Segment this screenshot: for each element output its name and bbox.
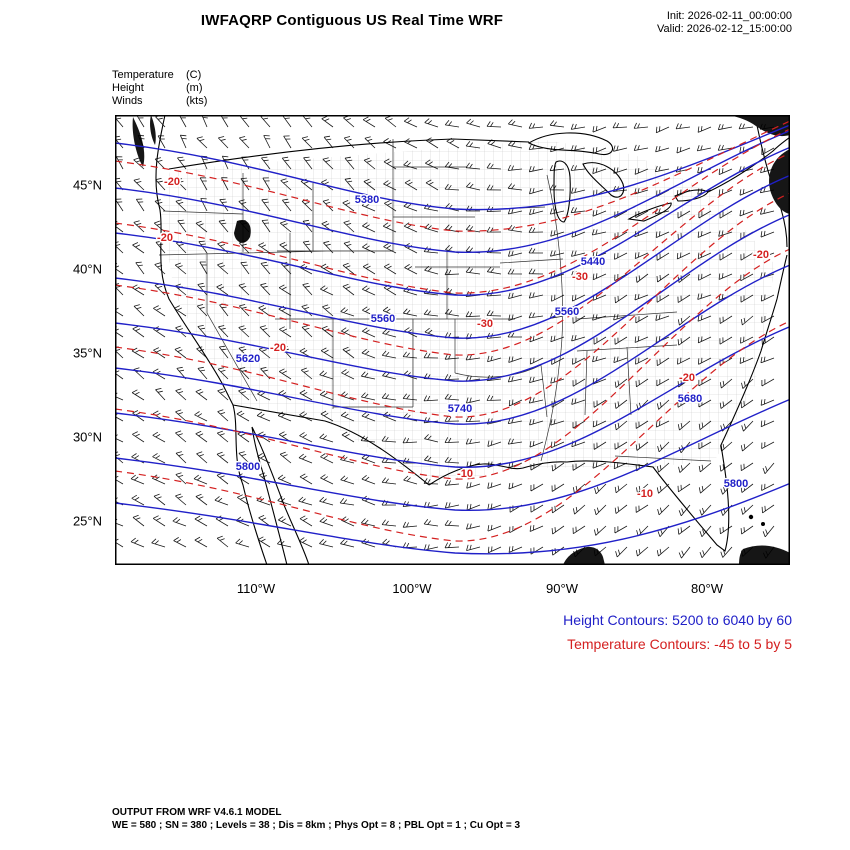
height-contour-label: 5800 <box>724 478 748 490</box>
height-contour-caption: Height Contours: 5200 to 6040 by 60 <box>563 612 792 628</box>
height-contour-label: 5440 <box>581 256 605 268</box>
yucatan <box>563 546 605 565</box>
temperature-contour-label: -10 <box>457 468 473 480</box>
temperature-contour-label: -20 <box>157 232 173 244</box>
contour-labels-layer: 5380 5440 5560 5560 5620 5680 5740 5800 5800 -20 -… <box>156 175 771 502</box>
height-contour-label: 5680 <box>678 393 702 405</box>
lat-label-40n: 40°N <box>72 261 102 277</box>
wind-barbs-layer <box>115 115 775 559</box>
temperature-contour-label: -10 <box>637 488 653 500</box>
temperature-contour-caption: Temperature Contours: -45 to 5 by 5 <box>567 636 792 652</box>
lat-label-35n: 35°N <box>72 345 102 361</box>
lon-label-90w: 90°W <box>546 581 578 596</box>
height-contour-label: 5620 <box>236 353 260 365</box>
lon-label-100w: 100°W <box>392 581 432 596</box>
us-mexico-border <box>232 404 430 486</box>
lake-huron <box>582 162 625 198</box>
state-borders <box>158 139 712 462</box>
height-contour-label: 5380 <box>355 194 379 206</box>
county-boundaries-layer <box>160 140 775 485</box>
height-contour-label: 5560 <box>371 313 395 325</box>
temperature-contour-label: -30 <box>477 318 493 330</box>
gulf-of-california <box>251 426 310 565</box>
credits-line-2: WE = 580 ; SN = 380 ; Levels = 38 ; Dis … <box>112 820 521 831</box>
map-border <box>115 115 790 565</box>
temperature-contour-label: -20 <box>753 249 769 261</box>
height-contour-label: 5800 <box>236 461 260 473</box>
temperature-contours-layer <box>115 120 790 542</box>
lake-erie <box>627 202 672 222</box>
height-contour-label: 5740 <box>448 403 472 415</box>
valid-time: Valid: 2026-02-12_15:00:00 <box>657 23 792 35</box>
coastline-gulf-east <box>428 254 788 552</box>
init-time: Init: 2026-02-11_00:00:00 <box>666 10 792 22</box>
great-salt-lake <box>234 219 251 243</box>
field-legend: Temperature (C) Height (m) Winds (kts) <box>112 69 207 108</box>
vancouver-island <box>132 117 145 167</box>
lat-label-25n: 25°N <box>72 513 102 529</box>
temperature-contour-label: -20 <box>270 342 286 354</box>
model-credits: OUTPUT FROM WRF V4.6.1 MODEL WE = 580 ; … <box>112 806 520 832</box>
lake-michigan <box>553 160 571 223</box>
lon-label-110w: 110°W <box>236 581 276 596</box>
run-metadata: Init: 2026-02-11_00:00:00 Valid: 2026-02… <box>657 10 792 36</box>
height-contours-layer <box>115 124 790 555</box>
temperature-contour-label: -30 <box>572 271 588 283</box>
lat-label-30n: 30°N <box>72 429 102 445</box>
legend-row-height: Height (m) <box>112 82 203 94</box>
legend-row-winds: Winds (kts) <box>112 95 208 107</box>
lake-superior <box>527 132 614 156</box>
height-contour-label: 5560 <box>555 306 579 318</box>
nova-scotia <box>769 149 790 214</box>
temperature-contour-label: -20 <box>164 176 180 188</box>
lon-label-80w: 80°W <box>691 581 723 596</box>
st-lawrence-border <box>707 136 790 193</box>
lat-label-45n: 45°N <box>72 177 102 193</box>
puget-islands <box>150 115 156 145</box>
weather-map: 5380 5440 5560 5560 5620 5680 5740 5800 5800 -20 -… <box>115 115 790 565</box>
bahamas-island <box>761 522 765 526</box>
credits-line-1: OUTPUT FROM WRF V4.6.1 MODEL <box>112 807 282 818</box>
temperature-contour-label: -20 <box>679 372 695 384</box>
page-title: IWFAQRP Contiguous US Real Time WRF <box>200 12 504 29</box>
legend-row-temperature: Temperature (C) <box>112 69 202 81</box>
map-plot-area: 5380 5440 5560 5560 5620 5680 5740 5800 5800 -20 -… <box>115 115 790 565</box>
bahamas-island <box>748 514 754 520</box>
us-canada-border <box>168 138 530 170</box>
